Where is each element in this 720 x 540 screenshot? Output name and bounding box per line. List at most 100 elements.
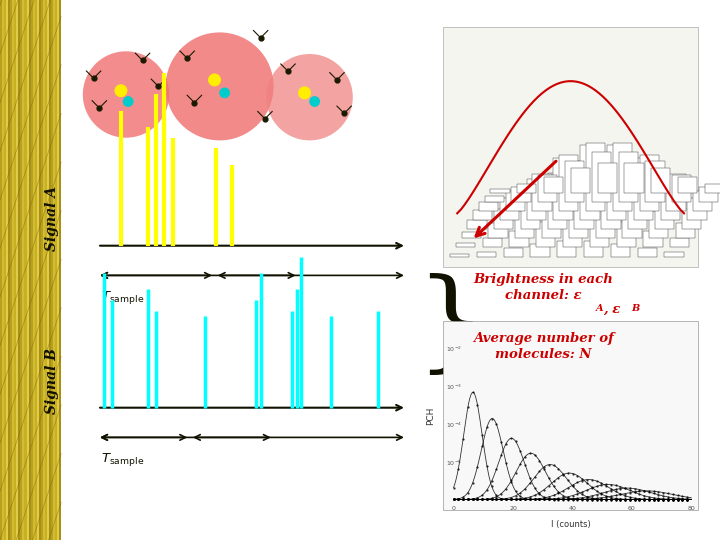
Bar [32, 0, 35, 540]
Bar [590, 217, 609, 247]
Bar [477, 252, 496, 256]
Bar [584, 241, 603, 256]
Bar [575, 161, 594, 230]
Text: Brightness in each
channel: ε: Brightness in each channel: ε [474, 273, 613, 302]
Bar [24, 0, 27, 540]
Bar [544, 177, 563, 193]
Bar [618, 152, 638, 202]
Bar [500, 198, 519, 220]
Bar [665, 252, 684, 256]
Bar [47, 0, 49, 540]
Bar [526, 179, 546, 220]
Bar [53, 0, 55, 540]
Text: 10$^{-4}$: 10$^{-4}$ [446, 421, 462, 430]
Bar [563, 217, 582, 247]
Bar [2, 0, 4, 540]
Bar [17, 0, 19, 540]
Bar [503, 248, 523, 256]
Text: B: B [631, 304, 639, 313]
Bar [644, 231, 662, 247]
Text: $\mathit{T}_{\rm sample}$: $\mathit{T}_{\rm sample}$ [101, 289, 144, 306]
Text: 60: 60 [628, 506, 636, 511]
Bar [571, 168, 590, 193]
Bar [705, 184, 720, 193]
Bar [511, 187, 531, 202]
Bar [494, 209, 513, 230]
Bar [37, 0, 39, 540]
Bar [521, 192, 540, 230]
Bar [598, 163, 617, 193]
Ellipse shape [219, 87, 230, 98]
Bar [41, 0, 43, 540]
Bar [586, 143, 606, 212]
Bar [554, 158, 572, 220]
Bar [8, 0, 10, 540]
Bar [443, 321, 698, 510]
Bar [624, 163, 644, 193]
Bar [682, 209, 701, 230]
Text: 80: 80 [688, 506, 695, 511]
Bar [35, 0, 37, 540]
Bar [14, 0, 17, 540]
Bar [559, 156, 578, 212]
Bar [667, 174, 685, 212]
Bar [51, 0, 53, 540]
Bar [638, 248, 657, 256]
Bar [661, 179, 680, 220]
Bar [607, 145, 626, 220]
Bar [57, 0, 59, 540]
Bar [479, 202, 498, 212]
Bar [19, 0, 20, 540]
Bar [688, 198, 707, 220]
Bar [613, 143, 632, 212]
Bar [672, 174, 691, 202]
Bar [43, 0, 45, 540]
Bar [490, 189, 510, 193]
Bar [488, 223, 508, 239]
Bar [509, 231, 528, 247]
Bar [670, 238, 690, 247]
Text: 10$^{-5}$: 10$^{-5}$ [446, 458, 462, 468]
Bar [0, 0, 2, 540]
Bar [10, 0, 12, 540]
Ellipse shape [298, 86, 311, 99]
Bar [538, 174, 557, 202]
Bar [532, 174, 552, 212]
Bar [622, 197, 642, 239]
Bar [557, 241, 577, 256]
Text: $\mathit{T}_{\rm sample}$: $\mathit{T}_{\rm sample}$ [101, 451, 144, 468]
Bar [645, 161, 665, 202]
Bar [20, 0, 22, 540]
Text: 40: 40 [569, 506, 576, 511]
Bar [611, 244, 630, 256]
Ellipse shape [266, 54, 353, 140]
Text: 10$^{-3}$: 10$^{-3}$ [446, 383, 462, 392]
Ellipse shape [166, 32, 274, 140]
Bar [4, 0, 6, 540]
Bar [693, 191, 713, 212]
Text: Signal A: Signal A [45, 186, 59, 251]
Bar [22, 0, 24, 540]
Bar [678, 177, 697, 193]
Bar [485, 195, 504, 202]
Bar [49, 0, 51, 540]
Ellipse shape [83, 51, 169, 138]
Bar [39, 0, 41, 540]
Bar [676, 223, 696, 239]
Ellipse shape [208, 73, 221, 86]
Bar [649, 211, 668, 239]
Bar [569, 188, 588, 239]
Bar [580, 145, 600, 220]
Bar [601, 161, 621, 230]
Ellipse shape [310, 96, 320, 107]
Bar [443, 27, 698, 267]
Text: Average number of
molecules: N: Average number of molecules: N [473, 332, 614, 361]
Bar [592, 152, 611, 202]
Bar [699, 187, 719, 202]
Bar [55, 0, 57, 540]
Bar [59, 0, 61, 540]
Bar [639, 156, 659, 212]
Bar [616, 222, 636, 247]
Bar [29, 0, 30, 540]
Text: I (counts): I (counts) [551, 520, 590, 529]
